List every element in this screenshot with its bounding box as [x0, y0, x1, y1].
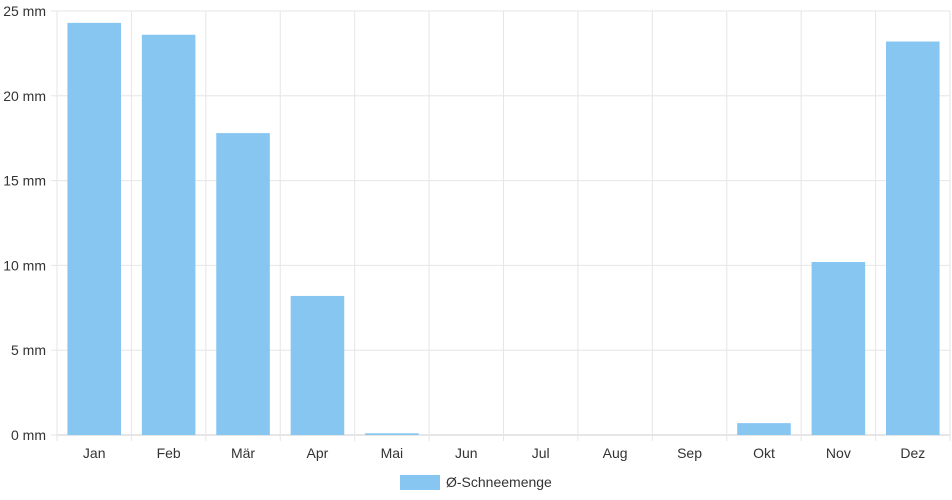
- bar-jan[interactable]: [67, 22, 121, 435]
- y-tick-label: 10 mm: [3, 257, 46, 273]
- x-tick-label: Jun: [455, 445, 478, 461]
- chart-legend[interactable]: Ø-Schneemenge: [400, 473, 552, 491]
- x-tick-label: Feb: [157, 445, 181, 461]
- bar-mai[interactable]: [365, 433, 419, 435]
- x-tick-label: Mai: [381, 445, 404, 461]
- x-tick-label: Jan: [83, 445, 106, 461]
- chart-bars: [67, 22, 940, 436]
- chart-grid: [51, 10, 951, 441]
- y-tick-label: 20 mm: [3, 88, 46, 104]
- y-tick-label: 5 mm: [11, 342, 46, 358]
- bar-okt[interactable]: [737, 423, 791, 435]
- y-tick-label: 0 mm: [11, 427, 46, 443]
- legend-label: Ø-Schneemenge: [446, 474, 552, 490]
- bar-mär[interactable]: [216, 133, 270, 435]
- x-tick-label: Okt: [753, 445, 775, 461]
- x-tick-label: Apr: [307, 445, 329, 461]
- bar-nov[interactable]: [811, 262, 866, 435]
- legend-swatch: [400, 474, 440, 490]
- y-axis-labels: 0 mm 5 mm 10 mm 15 mm 20 mm 25 mm: [3, 3, 46, 443]
- x-tick-label: Jul: [532, 445, 550, 461]
- bar-dez[interactable]: [886, 41, 940, 435]
- x-tick-label: Sep: [677, 445, 702, 461]
- x-axis-labels: Jan Feb Mär Apr Mai Jun Jul Aug Sep Okt Nov Dez: [83, 445, 925, 461]
- x-tick-label: Nov: [826, 445, 851, 461]
- y-tick-label: 25 mm: [3, 3, 46, 19]
- y-tick-label: 15 mm: [3, 173, 46, 189]
- bar-apr[interactable]: [290, 295, 345, 435]
- x-tick-label: Aug: [603, 445, 628, 461]
- x-tick-label: Mär: [231, 445, 255, 461]
- bar-feb[interactable]: [141, 34, 196, 436]
- x-tick-label: Dez: [900, 445, 925, 461]
